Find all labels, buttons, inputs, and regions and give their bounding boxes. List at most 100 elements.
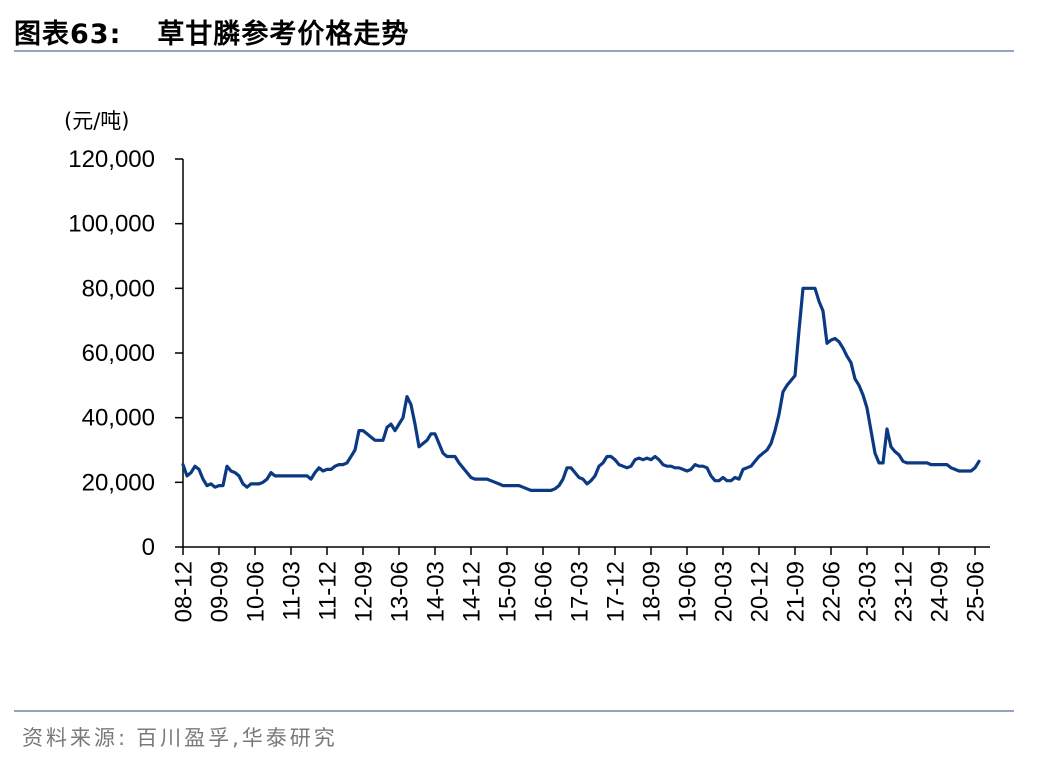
y-tick-label: 80,000 [82, 275, 155, 302]
data-point [926, 462, 928, 464]
data-point [438, 442, 440, 444]
data-point [554, 488, 556, 490]
data-point [206, 484, 208, 486]
data-point [562, 478, 564, 480]
data-point [514, 484, 516, 486]
x-tick-label: 20-03 [710, 561, 737, 622]
data-point [906, 462, 908, 464]
data-point [878, 462, 880, 464]
data-point [962, 470, 964, 472]
data-point [698, 465, 700, 467]
data-point [382, 439, 384, 441]
data-point [434, 433, 436, 435]
data-point [594, 475, 596, 477]
data-point [574, 471, 576, 473]
data-point [238, 475, 240, 477]
data-point [778, 413, 780, 415]
data-point [374, 439, 376, 441]
price-series-line [181, 286, 981, 492]
data-point [530, 489, 532, 491]
data-point [694, 463, 696, 465]
x-tick-label: 23-03 [854, 561, 881, 622]
data-point [394, 429, 396, 431]
data-point [970, 470, 972, 472]
x-tick-label: 11-12 [314, 561, 341, 621]
data-point [774, 429, 776, 431]
data-point [466, 471, 468, 473]
data-point [834, 337, 836, 339]
data-point [746, 467, 748, 469]
data-point [874, 452, 876, 454]
data-point [798, 329, 800, 331]
data-point [686, 470, 688, 472]
data-point [538, 489, 540, 491]
y-axis: 0 20,000 40,000 60,000 80,000 100,000 120,000 [68, 146, 184, 561]
figure-label: 图表63: [14, 19, 122, 50]
data-point [646, 457, 648, 459]
data-point [674, 467, 676, 469]
data-point [950, 467, 952, 469]
data-point [586, 483, 588, 485]
data-point [418, 446, 420, 448]
data-point [498, 483, 500, 485]
data-point [826, 342, 828, 344]
x-tick-label: 23-12 [890, 561, 917, 622]
data-point [850, 362, 852, 364]
data-point [642, 459, 644, 461]
data-point [226, 465, 228, 467]
data-point [830, 339, 832, 341]
data-point [214, 486, 216, 488]
x-tick-label: 18-09 [638, 561, 665, 622]
source-text: 百川盈孚,华泰研究 [136, 726, 338, 750]
data-point [802, 287, 804, 289]
data-point [450, 455, 452, 457]
data-point [842, 347, 844, 349]
data-point [194, 465, 196, 467]
x-tick-label: 09-09 [206, 561, 233, 622]
data-point [738, 478, 740, 480]
data-point [606, 455, 608, 457]
data-point [494, 481, 496, 483]
data-point [550, 489, 552, 491]
y-tick-label: 100,000 [68, 211, 155, 238]
y-tick-label: 40,000 [82, 405, 155, 432]
data-point [662, 463, 664, 465]
x-tick-label: 16-06 [530, 561, 557, 622]
footer-rule [14, 710, 1014, 712]
data-point [258, 483, 260, 485]
data-point [242, 483, 244, 485]
x-tick-label: 20-12 [746, 561, 773, 622]
data-point [886, 428, 888, 430]
data-point [730, 480, 732, 482]
data-point [630, 465, 632, 467]
data-point [342, 463, 344, 465]
data-point [294, 475, 296, 477]
data-point [302, 475, 304, 477]
x-tick-label: 19-06 [674, 561, 701, 622]
data-point [638, 457, 640, 459]
data-point [354, 449, 356, 451]
source-label: 资料来源: [22, 726, 129, 750]
data-point [938, 463, 940, 465]
data-point [918, 462, 920, 464]
data-point [482, 478, 484, 480]
data-point [578, 476, 580, 478]
data-point [810, 287, 812, 289]
data-point [654, 455, 656, 457]
data-point [318, 467, 320, 469]
data-point [870, 429, 872, 431]
data-point [794, 374, 796, 376]
data-point [722, 476, 724, 478]
data-point [278, 475, 280, 477]
data-point [782, 391, 784, 393]
data-point [806, 287, 808, 289]
data-point [378, 439, 380, 441]
data-point [234, 471, 236, 473]
data-point [854, 378, 856, 380]
data-point [922, 462, 924, 464]
series-group [181, 286, 981, 492]
data-point [754, 460, 756, 462]
data-point [858, 384, 860, 386]
data-point [902, 460, 904, 462]
data-point [518, 484, 520, 486]
